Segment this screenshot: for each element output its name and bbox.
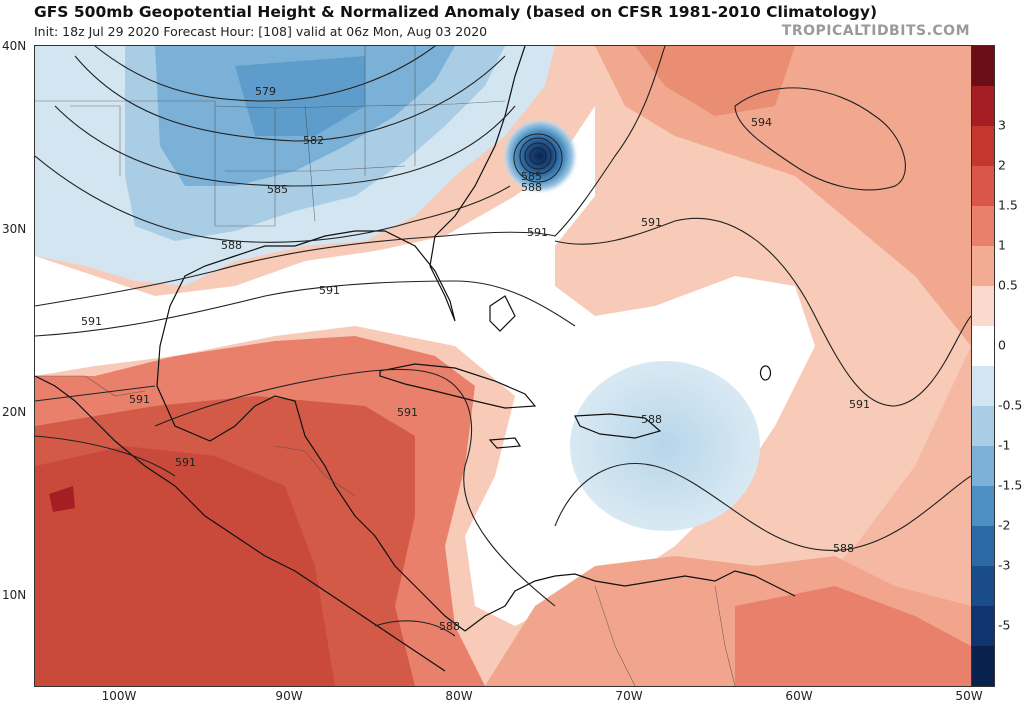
colorbar-segment [972, 46, 994, 86]
colorbar-label: -0.5 [998, 397, 1023, 413]
colorbar-label: -2 [998, 517, 1011, 533]
contour-label-591-east: 591 [849, 398, 870, 411]
contour-label-588: 588 [221, 239, 242, 252]
colorbar-segment [972, 606, 994, 646]
lat-label-30n: 30N [2, 222, 27, 236]
colorbar-label: 2 [998, 157, 1006, 173]
colorbar-label: 0 [998, 337, 1006, 353]
map-svg: 579 582 585 588 591 594 585 588 591 591 … [35, 46, 971, 686]
lon-label-60w: 60W [785, 689, 813, 703]
colorbar-segment [972, 486, 994, 526]
anomaly-epac-spot [49, 486, 75, 512]
contour-label-591-cuba: 591 [397, 406, 418, 419]
anomaly-caribbean-trough [570, 361, 760, 531]
colorbar-label: 1 [998, 237, 1006, 253]
colorbar-segment [972, 246, 994, 286]
contour-label-585-low: 585 [521, 170, 542, 183]
colorbar-segment [972, 406, 994, 446]
colorbar-label: 1.5 [998, 197, 1018, 213]
coastlines [35, 46, 796, 672]
height-contours [35, 46, 971, 637]
contour-label-591-mex: 591 [81, 315, 102, 328]
colorbar-segment [972, 526, 994, 566]
contour-label-588-sa: 588 [439, 620, 460, 633]
contour-label-585: 585 [267, 183, 288, 196]
cutoff-low-contour-1 [529, 147, 547, 165]
cutoff-low-contour-3 [519, 137, 557, 175]
contour-label-582: 582 [303, 134, 324, 147]
anomaly-epac-max [35, 446, 335, 686]
anomaly-ne-atlantic [595, 46, 971, 346]
map-title: GFS 500mb Geopotential Height & Normaliz… [34, 3, 878, 21]
cutoff-low-contour-4 [513, 133, 563, 183]
contour-label-579: 579 [255, 85, 276, 98]
contour-label-591-gulf: 591 [319, 284, 340, 297]
colorbar-segment [972, 206, 994, 246]
colorbar-segment [972, 166, 994, 206]
anomaly-sa-core [735, 586, 971, 686]
anomaly-ne-core [635, 46, 795, 116]
contour-label-588-car: 588 [641, 413, 662, 426]
contour-label-group: 579 582 585 588 591 594 585 588 591 591 … [81, 85, 854, 633]
anomaly-colorbar [971, 45, 995, 687]
contour-label-591-epac: 591 [175, 456, 196, 469]
contour-label-591-ne: 591 [641, 216, 662, 229]
colorbar-segment [972, 646, 994, 686]
colorbar-label: -3 [998, 557, 1011, 573]
colorbar-label: -1.5 [998, 477, 1023, 493]
colorbar-segment [972, 446, 994, 486]
map-subtitle: Init: 18z Jul 29 2020 Forecast Hour: [10… [34, 24, 488, 39]
anomaly-trough-max [235, 56, 365, 136]
colorbar-segment [972, 86, 994, 126]
colorbar-label: 0.5 [998, 277, 1018, 293]
map-panel: 579 582 585 588 591 594 585 588 591 591 … [34, 45, 972, 687]
colorbar-label: 3 [998, 117, 1006, 133]
lon-label-70w: 70W [615, 689, 643, 703]
colorbar-segment [972, 366, 994, 406]
source-credit: TROPICALTIDBITS.COM [781, 23, 970, 39]
lat-label-20n: 20N [2, 405, 27, 419]
contour-label-591-atl: 591 [527, 226, 548, 239]
cutoff-low-contour-2 [524, 142, 552, 170]
contour-label-588-low: 588 [521, 181, 542, 194]
lon-label-90w: 90W [275, 689, 303, 703]
colorbar-segment [972, 326, 994, 366]
colorbar-segment [972, 126, 994, 166]
lon-label-50w: 50W [955, 689, 983, 703]
lon-label-80w: 80W [445, 689, 473, 703]
contour-label-594: 594 [751, 116, 772, 129]
lon-label-100w: 100W [101, 689, 137, 703]
colorbar-label: -1 [998, 437, 1011, 453]
colorbar-segment [972, 286, 994, 326]
colorbar-label: -5 [998, 617, 1011, 633]
contour-label-591-w: 591 [129, 393, 150, 406]
lat-label-40n: 40N [2, 39, 27, 53]
lat-label-10n: 10N [2, 588, 27, 602]
colorbar-segment [972, 566, 994, 606]
contour-label-588-e: 588 [833, 542, 854, 555]
